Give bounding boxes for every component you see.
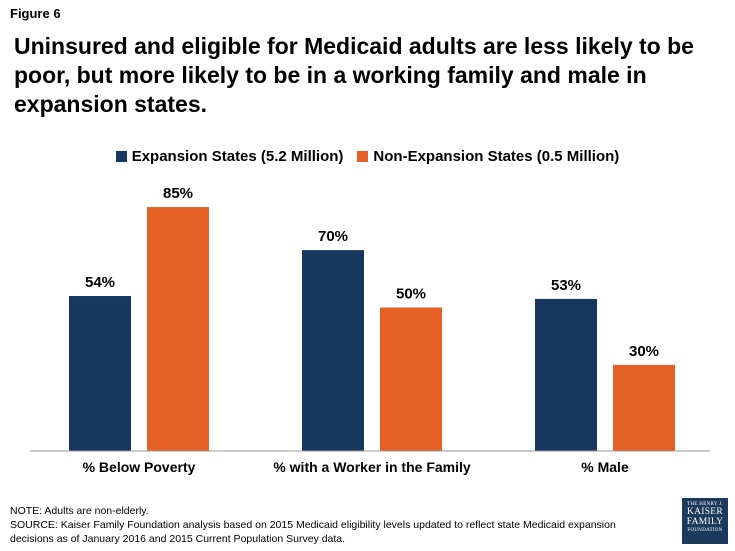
- legend-item-expansion: Expansion States (5.2 Million): [115, 148, 344, 165]
- data-label-expansion-3: 53%: [551, 277, 581, 294]
- bar-expansion-2: [302, 250, 364, 451]
- legend-label-expansion: Expansion States (5.2 Million): [131, 148, 344, 165]
- logo-line1: THE HENRY J.: [687, 502, 723, 507]
- bar-non-expansion-1: [147, 207, 209, 451]
- legend-swatch-expansion: [115, 151, 127, 162]
- category-label-3: % Male: [581, 459, 629, 475]
- bar-non-expansion-3: [613, 364, 675, 451]
- legend-swatch-non-expansion: [357, 151, 369, 162]
- kff-logo: THE HENRY J. KAISER FAMILY FOUNDATION: [682, 498, 728, 544]
- figure-label: Figure 6: [10, 6, 61, 21]
- chart-title: Uninsured and eligible for Medicaid adul…: [14, 33, 694, 117]
- data-label-expansion-2: 70%: [318, 228, 348, 245]
- logo-line2: KAISER: [686, 507, 724, 517]
- legend-item-non-expansion: Non-Expansion States (0.5 Million): [357, 148, 619, 165]
- data-label-non-expansion-1: 85%: [163, 185, 193, 202]
- category-label-2: % with a Worker in the Family: [273, 459, 471, 475]
- source-text: SOURCE: Kaiser Family Foundation analysi…: [10, 519, 616, 545]
- data-label-expansion-1: 54%: [85, 274, 115, 291]
- category-label-1: % Below Poverty: [83, 459, 196, 475]
- legend: Expansion States (5.2 Million) Non-Expan…: [0, 148, 735, 165]
- bar-expansion-1: [69, 296, 131, 451]
- bar-non-expansion-2: [380, 307, 442, 451]
- notes: NOTE: Adults are non-elderly. SOURCE: Ka…: [10, 504, 650, 546]
- logo-line4: FOUNDATION: [687, 528, 723, 533]
- legend-label-non-expansion: Non-Expansion States (0.5 Million): [373, 148, 620, 165]
- logo-line3: FAMILY: [686, 517, 724, 527]
- bar-expansion-3: [535, 298, 597, 451]
- data-label-non-expansion-2: 50%: [396, 286, 426, 303]
- data-label-non-expansion-3: 30%: [629, 343, 659, 360]
- bar-chart: 54% 85% % Below Poverty 70% 50% % with a Work…: [30, 185, 710, 475]
- note-text: NOTE: Adults are non-elderly.: [10, 505, 149, 517]
